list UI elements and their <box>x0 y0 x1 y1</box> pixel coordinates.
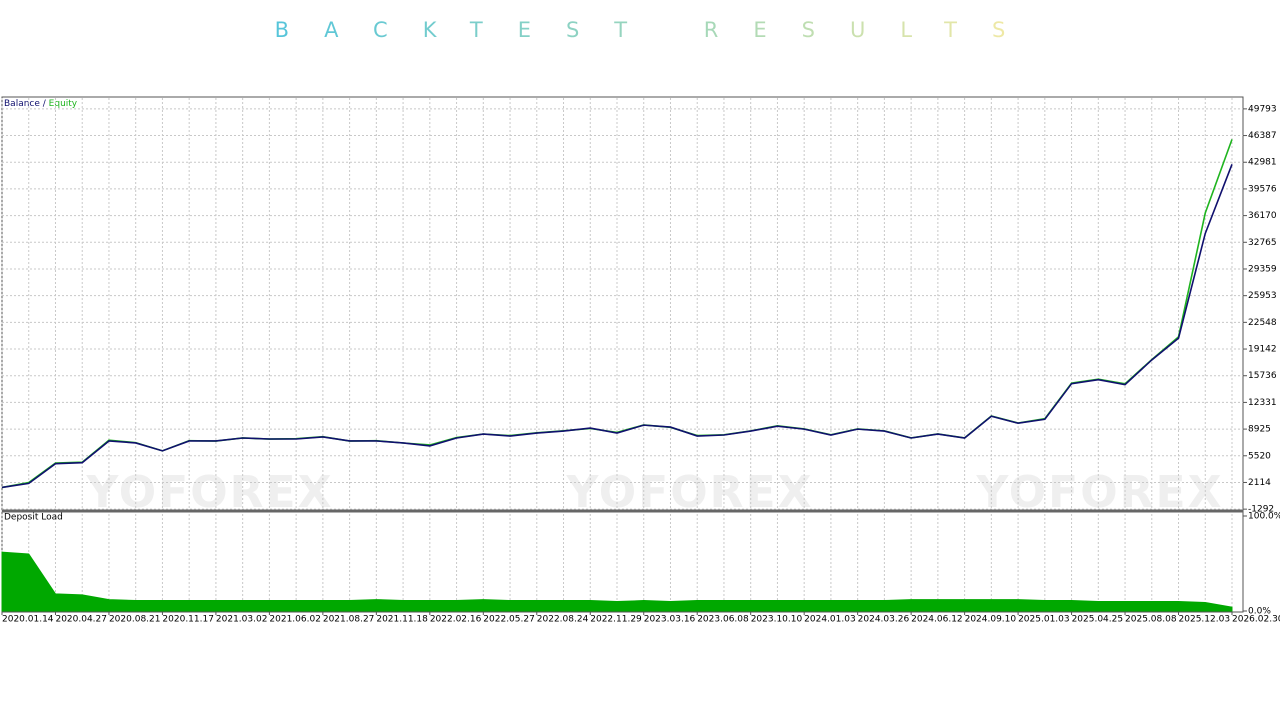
y-tick-label: 15736 <box>1248 371 1277 381</box>
y-tick-label: 22548 <box>1248 318 1277 328</box>
x-tick-label: 2022.05.27 <box>483 615 535 625</box>
x-tick-label: 2020.01.14 <box>2 615 54 625</box>
x-tick-label: 2025.08.08 <box>1125 615 1177 625</box>
x-tick-label: 2023.03.16 <box>644 615 696 625</box>
x-tick-label: 2024.09.10 <box>965 615 1017 625</box>
x-tick-label: 2022.08.24 <box>537 615 589 625</box>
x-tick-label: 2021.06.02 <box>269 615 321 625</box>
y-tick-label: -1292 <box>1248 505 1274 515</box>
y-tick-label: 8925 <box>1248 425 1271 435</box>
x-tick-label: 2021.08.27 <box>323 615 375 625</box>
x-tick-label: 2024.06.12 <box>911 615 963 625</box>
y-tick-label: 2114 <box>1248 478 1271 488</box>
pane-label: Deposit Load <box>4 513 63 523</box>
x-tick-label: 2022.02.16 <box>430 615 482 625</box>
legend-entry: Equity <box>49 99 78 109</box>
x-tick-label: 2025.01.03 <box>1018 615 1070 625</box>
legend: Balance / Equity <box>4 99 78 109</box>
x-tick-label: 2022.11.29 <box>590 615 642 625</box>
y-tick-label: 42981 <box>1248 158 1277 168</box>
x-tick-label: 2025.12.03 <box>1179 615 1231 625</box>
page-title: BACKTEST RESULTS <box>0 18 1280 42</box>
y-tick-label: 39576 <box>1248 184 1277 194</box>
y-tick-label: 32765 <box>1248 238 1277 248</box>
y-tick-label: 46387 <box>1248 131 1277 141</box>
y-tick-label: 19142 <box>1248 345 1277 355</box>
legend-entry: Balance <box>4 99 40 109</box>
x-tick-label: 2021.11.18 <box>376 615 428 625</box>
x-tick-label: 2020.11.17 <box>162 615 214 625</box>
y-tick-label: 5520 <box>1248 451 1271 461</box>
x-tick-label: 2020.08.21 <box>109 615 161 625</box>
x-tick-label: 2020.04.27 <box>55 615 107 625</box>
x-tick-label: 2024.01.03 <box>804 615 856 625</box>
x-tick-label: 2023.06.08 <box>697 615 749 625</box>
x-tick-label: 2024.03.26 <box>858 615 910 625</box>
x-tick-label: 2025.04.25 <box>1072 615 1124 625</box>
y-tick-label: 29359 <box>1248 264 1277 274</box>
y-tick-label: 12331 <box>1248 398 1277 408</box>
plot-frame <box>1 96 1244 613</box>
y-tick-label: 49793 <box>1248 104 1277 114</box>
x-tick-label: 2021.03.02 <box>216 615 268 625</box>
series-line <box>1 164 1233 489</box>
legend-separator: / <box>40 99 49 109</box>
x-tick-label: 2023.10.10 <box>751 615 803 625</box>
y-tick-label: 36170 <box>1248 211 1277 221</box>
x-tick-label: 2026.02.30 <box>1232 615 1280 625</box>
series-area <box>1 551 1233 612</box>
y2-tick-label: 0.0% <box>1248 607 1271 617</box>
y-tick-label: 25953 <box>1248 291 1277 301</box>
y2-tick-label: 100.0% <box>1248 512 1280 522</box>
